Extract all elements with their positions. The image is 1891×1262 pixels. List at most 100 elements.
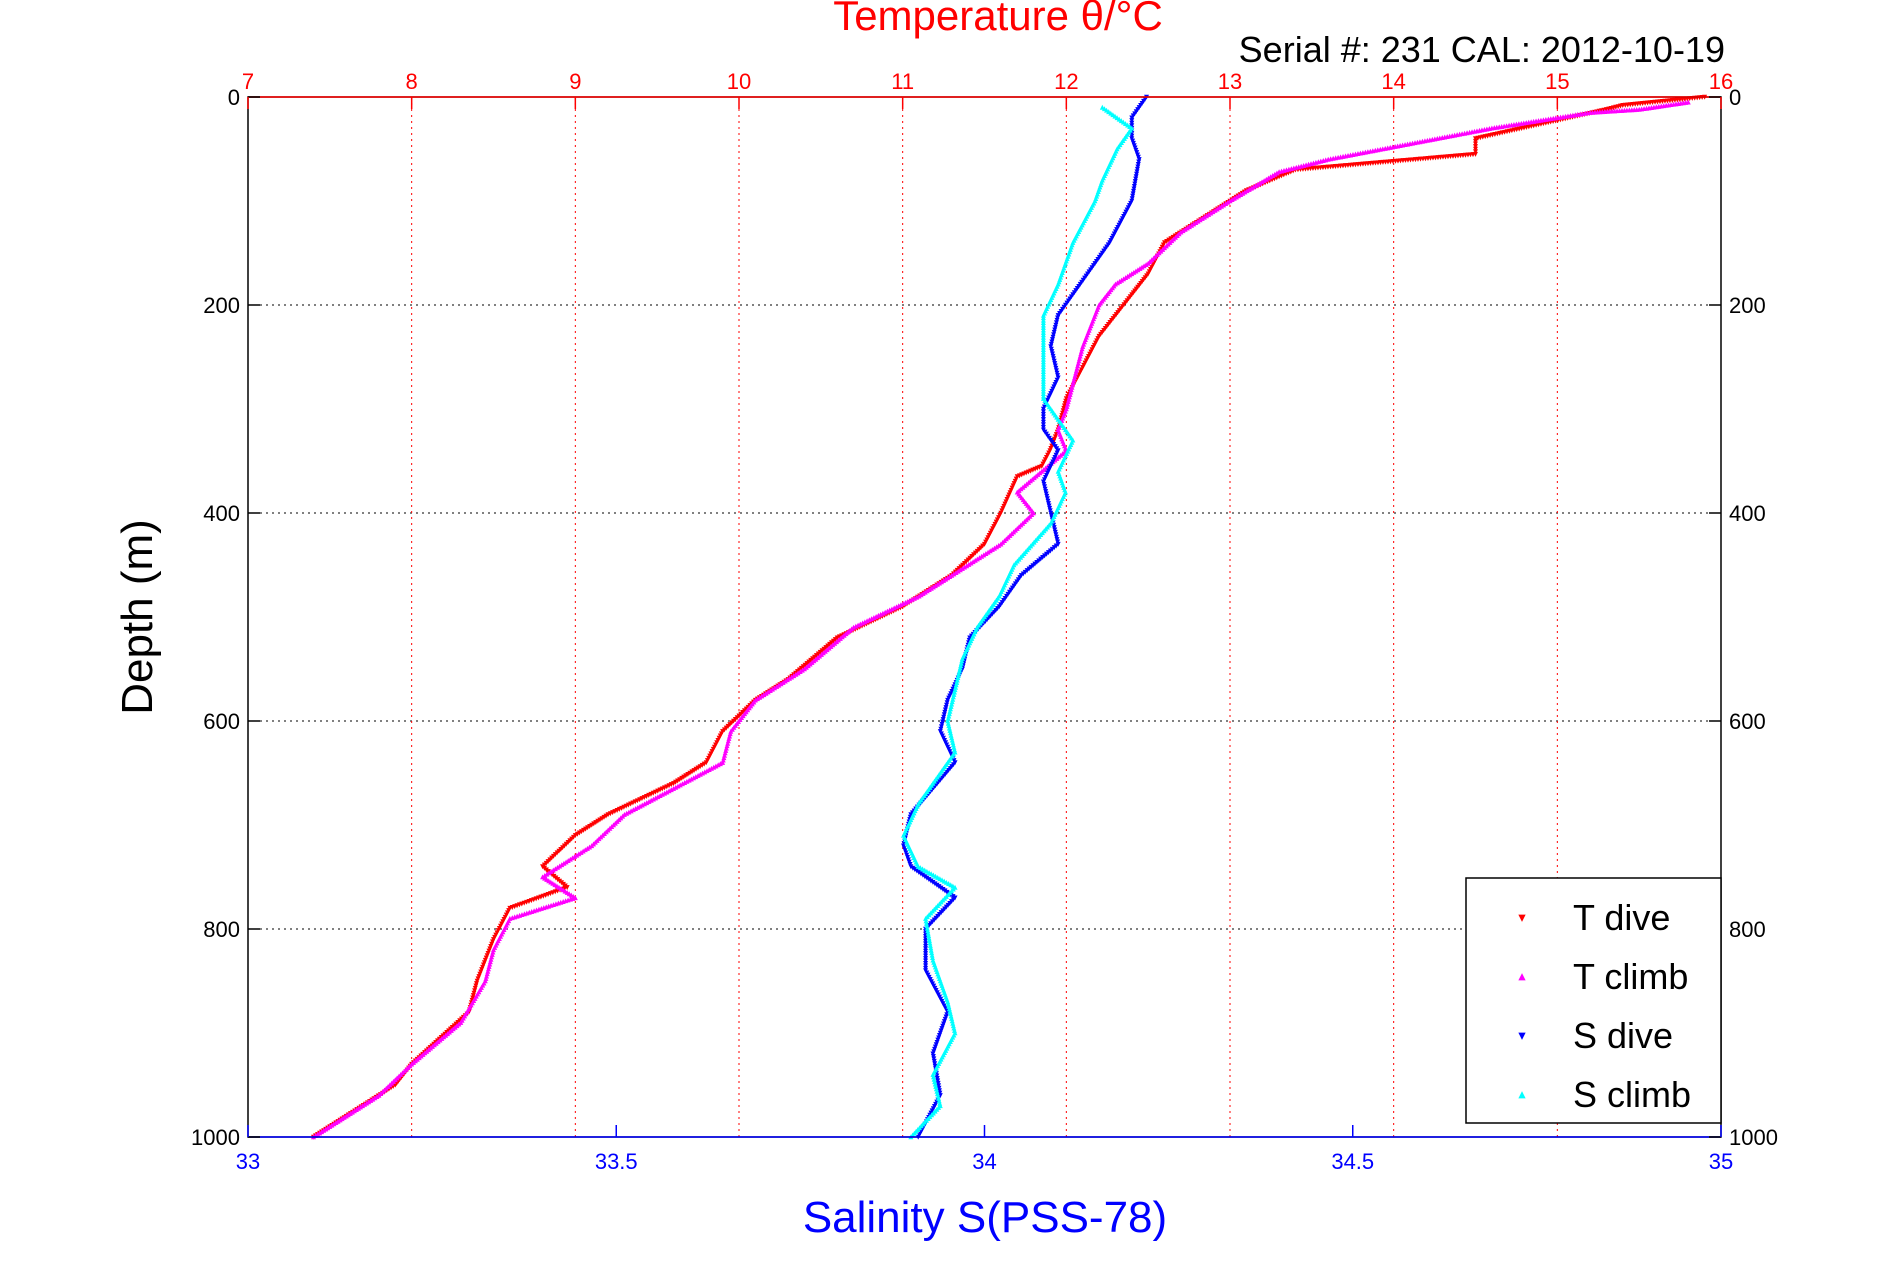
- data-point-t-dive: [488, 944, 494, 950]
- data-point-t-dive: [474, 978, 480, 984]
- data-point-t-dive: [1473, 144, 1478, 150]
- data-point-s-dive: [1133, 174, 1139, 180]
- depth-tick-label-right: 400: [1729, 501, 1766, 526]
- data-point-t-dive: [1061, 403, 1067, 409]
- depth-tick-label-left: 1000: [191, 1125, 240, 1150]
- data-point-s-dive: [1040, 422, 1046, 428]
- data-point-s-dive: [1132, 145, 1138, 151]
- data-point-s-dive: [1131, 188, 1137, 194]
- data-point-t-dive: [483, 955, 489, 961]
- data-point-t-dive: [475, 976, 481, 982]
- data-point-s-dive: [1136, 159, 1142, 165]
- data-point-s-dive: [1049, 351, 1055, 357]
- data-point-s-dive: [1133, 176, 1139, 182]
- data-point-s-dive: [1052, 325, 1058, 331]
- data-point-s-dive: [1048, 344, 1054, 350]
- depth-tick-label-left: 600: [203, 709, 240, 734]
- data-point-t-dive: [1473, 149, 1478, 155]
- legend: T dive T climb S dive S climb: [1465, 877, 1722, 1124]
- data-point-t-dive: [1062, 401, 1068, 407]
- depth-tick-label-left: 400: [203, 501, 240, 526]
- data-point-t-dive: [1473, 138, 1478, 144]
- salinity-tick-label: 33: [236, 1149, 260, 1174]
- data-point-s-dive: [1135, 154, 1141, 160]
- data-point-s-dive: [1135, 152, 1141, 158]
- series-t-climb: [310, 99, 1691, 1140]
- data-point-s-dive: [1040, 409, 1046, 415]
- legend-label-t-climb: T climb: [1573, 956, 1688, 997]
- data-point-s-dive: [1048, 346, 1054, 352]
- data-point-s-dive: [1040, 406, 1046, 412]
- data-point-s-dive: [1132, 181, 1138, 187]
- data-point-s-dive: [1132, 179, 1138, 185]
- data-point-t-dive: [472, 988, 478, 994]
- depth-tick-label-right: 600: [1729, 709, 1766, 734]
- data-point-s-dive: [1040, 411, 1046, 417]
- data-point-t-dive: [479, 967, 485, 973]
- data-point-s-dive: [1051, 329, 1057, 335]
- data-point-s-dive: [1134, 150, 1140, 156]
- data-point-t-dive: [487, 946, 493, 952]
- data-point-t-dive: [491, 937, 496, 943]
- data-point-s-dive: [1048, 341, 1054, 347]
- data-point-t-dive: [480, 964, 486, 970]
- data-point-t-dive: [485, 950, 491, 956]
- data-point-s-dive: [1040, 414, 1046, 420]
- data-point-t-dive: [1060, 408, 1066, 414]
- data-point-s-dive: [1130, 138, 1136, 144]
- chart-title: Temperature θ/°C: [833, 0, 1163, 39]
- data-point-t-dive: [471, 990, 477, 996]
- salinity-tick-label: 33.5: [595, 1149, 638, 1174]
- data-point-t-dive: [1473, 136, 1478, 142]
- data-point-t-dive: [476, 974, 482, 980]
- series-s-dive: [900, 94, 1150, 1140]
- data-point-s-dive: [1131, 184, 1137, 189]
- data-point-t-dive: [486, 948, 492, 954]
- data-point-s-dive: [1053, 365, 1059, 371]
- data-point-s-dive: [1131, 143, 1137, 149]
- data-point-s-dive: [1130, 140, 1136, 146]
- temperature-tick-label: 9: [569, 69, 581, 94]
- data-point-s-dive: [1055, 313, 1061, 319]
- data-point-t-dive: [482, 957, 488, 963]
- data-point-t-dive: [1063, 398, 1069, 404]
- data-point-s-dive: [1050, 334, 1056, 340]
- temperature-tick-label: 13: [1218, 69, 1242, 94]
- data-point-s-dive: [1135, 164, 1141, 170]
- data-point-s-dive: [1129, 196, 1135, 202]
- data-point-s-dive: [1130, 191, 1136, 197]
- temperature-tick-label: 16: [1709, 69, 1733, 94]
- data-point-s-dive: [1049, 339, 1055, 345]
- depth-tick-label-right: 1000: [1729, 1125, 1778, 1150]
- data-point-s-dive: [1053, 322, 1059, 328]
- temperature-tick-label: 8: [406, 69, 418, 94]
- data-point-s-dive: [1129, 133, 1135, 139]
- data-point-t-dive: [1048, 445, 1054, 451]
- data-point-s-dive: [1130, 193, 1136, 199]
- data-point-s-dive: [1129, 115, 1135, 121]
- salinity-tick-label: 34.5: [1331, 1149, 1374, 1174]
- temperature-tick-label: 12: [1054, 69, 1078, 94]
- data-point-s-dive: [1134, 166, 1140, 172]
- data-point-s-dive: [1129, 118, 1135, 124]
- temperature-tick-label: 10: [727, 69, 751, 94]
- data-point-s-dive: [1131, 186, 1137, 192]
- data-point-t-dive: [470, 993, 476, 999]
- temperature-tick-label: 11: [891, 69, 914, 94]
- data-point-s-dive: [1135, 161, 1141, 167]
- data-point-t-dive: [1052, 434, 1058, 440]
- data-point-s-dive: [1052, 363, 1058, 369]
- data-point-t-dive: [1473, 141, 1478, 147]
- data-point-s-dive: [1133, 147, 1139, 153]
- data-point-s-dive: [1055, 315, 1061, 321]
- data-point-t-dive: [1473, 146, 1478, 152]
- data-point-s-dive: [1051, 332, 1057, 338]
- legend-label-s-dive: S dive: [1573, 1015, 1673, 1056]
- temperature-tick-label: 7: [242, 69, 254, 94]
- data-point-s-dive: [1055, 373, 1061, 379]
- data-point-s-dive: [1053, 320, 1059, 326]
- data-point-s-dive: [1049, 349, 1055, 355]
- data-point-s-dive: [1136, 157, 1142, 163]
- data-point-t-dive: [1061, 405, 1067, 411]
